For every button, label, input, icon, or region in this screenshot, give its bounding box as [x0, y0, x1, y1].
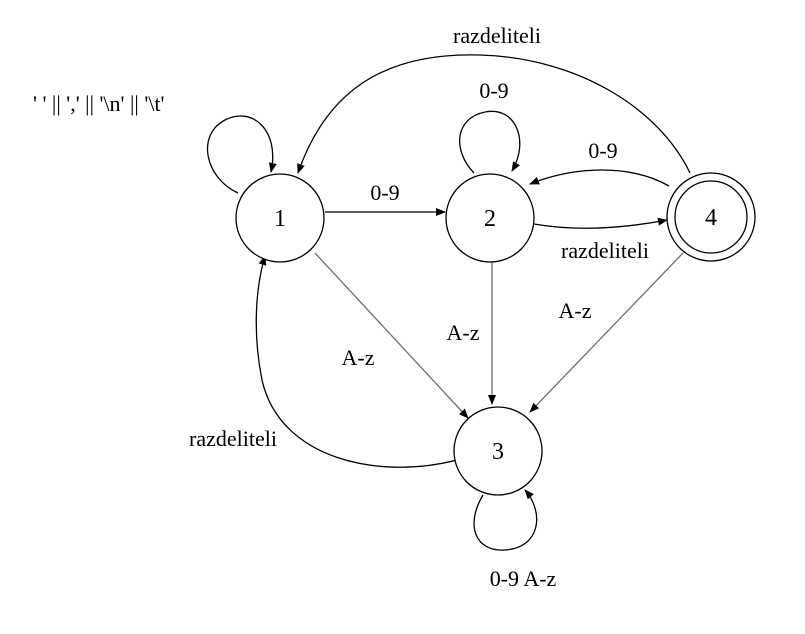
edge-4-2 [529, 169, 670, 187]
state-1-label: 1 [274, 206, 286, 232]
state-3: 3 [453, 406, 543, 496]
edge-1-3 [314, 252, 469, 419]
edge-3-1-label: razdeliteli [189, 426, 277, 451]
edge-1-1-label: ' ' || ',' || '\n' || '\t' [33, 91, 165, 116]
edge-2-2-label: 0-9 [479, 78, 508, 103]
state-2-label: 2 [484, 206, 496, 232]
edge-4-3-label: A-z [559, 298, 592, 323]
state-4: 4 [666, 172, 756, 262]
edge-2-4 [533, 217, 668, 229]
edge-4-1 [297, 54, 691, 174]
edge-1-1 [207, 115, 277, 194]
state-4-label: 4 [705, 205, 717, 231]
state-3-label: 3 [492, 439, 504, 465]
edge-3-3 [473, 489, 538, 551]
state-2: 2 [445, 173, 535, 263]
edge-2-4-label: razdeliteli [561, 238, 649, 263]
edge-4-2-label: 0-9 [588, 138, 617, 163]
edge-3-3-label: 0-9 A-z [490, 566, 557, 591]
edge-2-3-label: A-z [447, 320, 480, 345]
edge-4-1-label: razdeliteli [453, 23, 541, 48]
edge-1-3-label: A-z [342, 345, 375, 370]
edge-1-2-label: 0-9 [370, 180, 399, 205]
edge-3-1 [255, 255, 458, 468]
edge-2-2 [459, 110, 521, 174]
edge-4-3 [529, 252, 684, 413]
state-1: 1 [235, 173, 325, 263]
